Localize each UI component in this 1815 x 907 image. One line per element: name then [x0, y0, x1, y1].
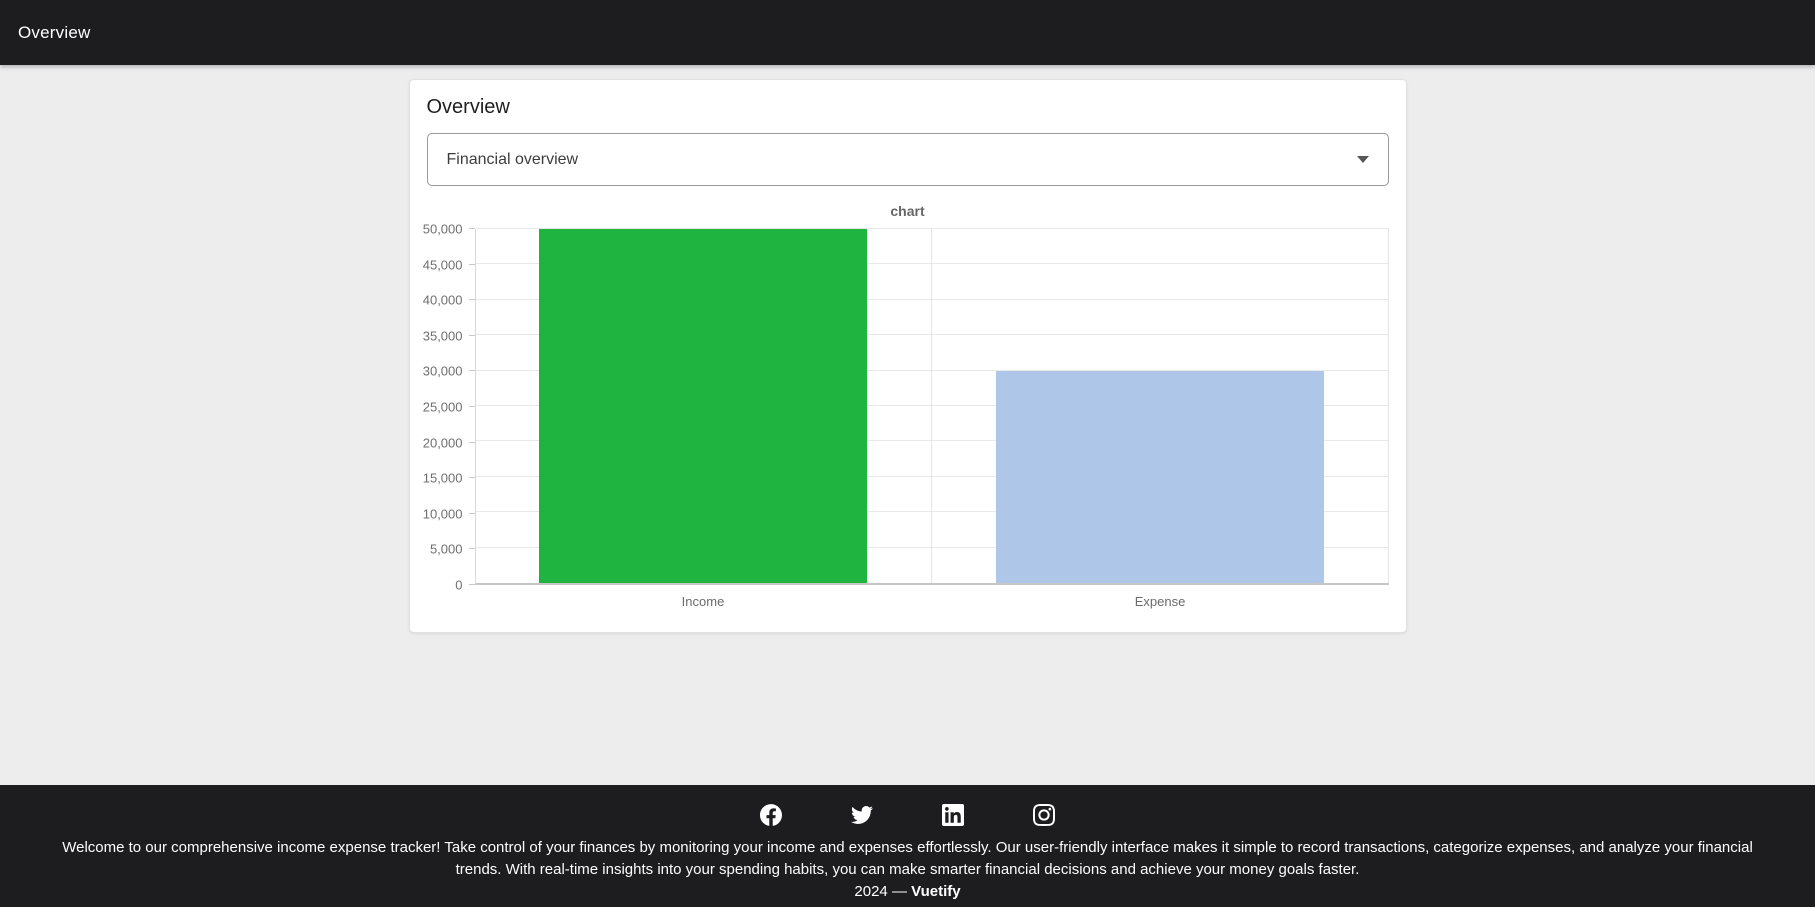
y-tick-label: 20,000: [422, 435, 463, 451]
footer: Welcome to our comprehensive income expe…: [0, 785, 1815, 907]
y-tick-mark: [468, 477, 475, 479]
y-tick-mark: [468, 441, 475, 443]
y-tick-label: 10,000: [422, 506, 463, 522]
chart-title: chart: [890, 203, 925, 219]
gridline: [475, 440, 1389, 442]
gridline: [475, 298, 1389, 300]
bar-expense: [995, 370, 1324, 583]
chart-plot-area: [474, 228, 1389, 585]
overview-card: Overview Financial overview chart 0 5,000…: [408, 79, 1407, 633]
y-tick-mark: [468, 548, 475, 550]
x-tick-label: Expense: [1134, 594, 1186, 609]
chart: chart 0 5,000 10,000 15,000 20,000 25,000 30,0…: [423, 203, 1389, 609]
bar-income: [539, 229, 868, 583]
linkedin-icon: [942, 804, 964, 826]
gridline: [475, 228, 1389, 229]
y-tick-label: 40,000: [422, 292, 463, 308]
chart-y-axis: 0 5,000 10,000 15,000 20,000 25,000 30,000 35,0…: [423, 222, 475, 593]
report-type-select-value: Financial overview: [446, 150, 579, 168]
instagram-button[interactable]: [1027, 798, 1061, 832]
copyright-brand: Vuetify: [911, 883, 961, 900]
gridline: [475, 511, 1389, 513]
main-content: Overview Financial overview chart 0 5,000…: [0, 79, 1815, 785]
y-tick-label: 5,000: [429, 541, 463, 557]
chart-x-axis: Income Expense: [475, 585, 1389, 609]
twitter-icon: [851, 806, 873, 824]
facebook-button[interactable]: [754, 798, 788, 832]
y-tick-mark: [468, 584, 475, 585]
gridline: [475, 263, 1389, 265]
copyright-year: 2024 —: [854, 883, 907, 900]
app-bar-title: Overview: [18, 22, 91, 42]
gridline: [475, 334, 1389, 336]
y-tick-label: 50,000: [422, 221, 463, 237]
y-tick-label: 45,000: [422, 257, 463, 273]
y-tick-label: 25,000: [422, 399, 463, 415]
y-tick-label: 15,000: [422, 470, 463, 486]
gridline: [475, 475, 1389, 477]
twitter-button[interactable]: [845, 798, 879, 832]
gridline: [475, 369, 1389, 371]
y-tick-label: 30,000: [422, 363, 463, 379]
category-slot: [932, 229, 1389, 583]
category-slot: [476, 229, 932, 583]
footer-copyright: 2024 — Vuetify: [0, 883, 1815, 900]
chevron-down-icon: [1356, 156, 1369, 163]
y-tick-mark: [468, 334, 475, 336]
gridline: [475, 405, 1389, 406]
linkedin-button[interactable]: [936, 798, 970, 832]
report-type-select[interactable]: Financial overview: [426, 133, 1389, 186]
gridline: [475, 546, 1389, 548]
card-title: Overview: [426, 96, 510, 118]
chart-plot-wrap: Income Expense: [474, 228, 1389, 609]
y-tick-mark: [468, 228, 475, 229]
y-tick-label: 35,000: [422, 328, 463, 344]
social-links: [0, 798, 1815, 832]
chart-body: 0 5,000 10,000 15,000 20,000 25,000 30,000 35,0…: [423, 222, 1389, 609]
instagram-icon: [1033, 804, 1055, 826]
x-tick-label: Income: [681, 594, 725, 609]
y-tick-label: 0: [455, 577, 463, 593]
y-tick-mark: [468, 263, 475, 265]
facebook-icon: [760, 804, 782, 826]
y-tick-mark: [468, 370, 475, 372]
app-bar: Overview: [0, 0, 1815, 65]
footer-description: Welcome to our comprehensive income expe…: [62, 839, 1753, 878]
y-tick-mark: [468, 406, 475, 407]
y-tick-mark: [468, 299, 475, 301]
y-tick-mark: [468, 512, 475, 514]
